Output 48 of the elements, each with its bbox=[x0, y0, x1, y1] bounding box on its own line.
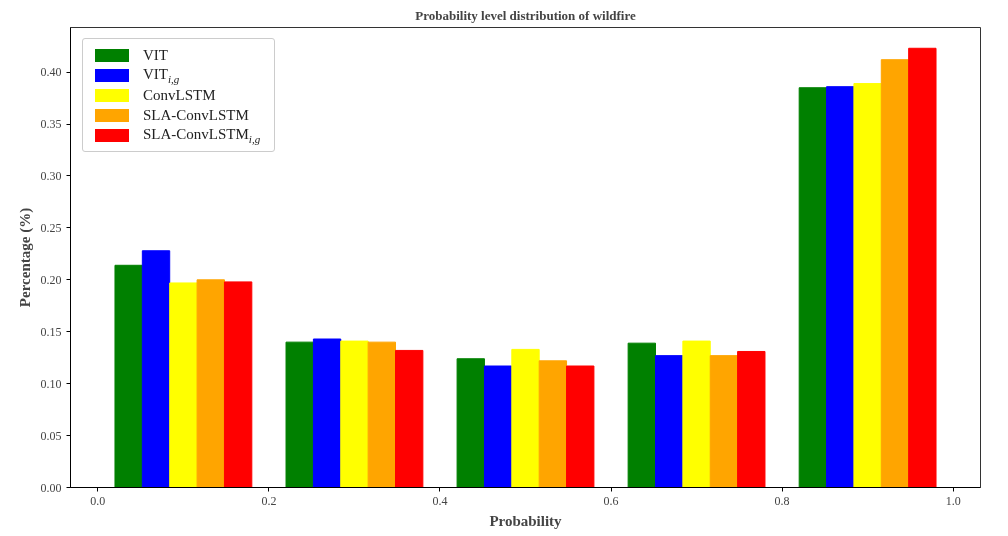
legend-label: ConvLSTM bbox=[143, 86, 216, 104]
legend-label: VIT$_{i,g}$ bbox=[143, 65, 180, 85]
y-tick-label: 0.20 bbox=[40, 272, 62, 287]
bar bbox=[709, 355, 739, 488]
y-tick-label: 0.30 bbox=[40, 168, 62, 183]
bar bbox=[511, 348, 540, 488]
y-tick-label: 0.40 bbox=[40, 65, 62, 80]
bar bbox=[853, 83, 882, 488]
bar bbox=[826, 86, 855, 488]
bar bbox=[483, 365, 513, 488]
y-tick-label: 0.15 bbox=[40, 324, 62, 339]
bar bbox=[196, 279, 225, 488]
y-tick-label: 0.35 bbox=[40, 117, 62, 132]
bar bbox=[908, 47, 937, 488]
bar bbox=[538, 360, 568, 488]
y-tick-label: 0.25 bbox=[40, 220, 62, 235]
x-tick-label: 0.4 bbox=[432, 493, 448, 508]
bar bbox=[655, 355, 684, 488]
legend-label: SLA-ConvLSTM bbox=[143, 106, 249, 124]
bar bbox=[169, 282, 198, 488]
bar bbox=[682, 340, 711, 488]
bar bbox=[367, 341, 396, 488]
bar bbox=[312, 338, 342, 488]
legend-label: SLA-ConvLSTM$_{i,g}$ bbox=[143, 125, 261, 145]
y-tick-label: 0.05 bbox=[40, 428, 62, 443]
y-tick-label: 0.00 bbox=[40, 480, 62, 495]
x-tick-label: 1.0 bbox=[945, 493, 961, 508]
bar bbox=[456, 358, 485, 488]
bar bbox=[395, 349, 424, 488]
x-axis-title: Probability bbox=[489, 512, 563, 529]
bar bbox=[223, 281, 253, 488]
bar bbox=[880, 59, 910, 488]
bar bbox=[141, 250, 171, 488]
bar bbox=[340, 340, 369, 488]
bar bbox=[798, 87, 828, 488]
x-tick-label: 0.2 bbox=[261, 493, 277, 508]
x-tick-label: 0.6 bbox=[603, 493, 619, 508]
legend-label: VIT bbox=[143, 46, 168, 64]
bar bbox=[285, 341, 314, 488]
bar bbox=[737, 350, 766, 488]
x-tick-label: 0.8 bbox=[774, 493, 790, 508]
y-axis-title: Percentage (%) bbox=[16, 207, 34, 308]
chart-title: Probability level distribution of wildfire bbox=[415, 7, 636, 23]
x-tick-label: 0.0 bbox=[90, 493, 106, 508]
bar bbox=[566, 365, 595, 488]
y-tick-label: 0.10 bbox=[40, 376, 62, 391]
bar bbox=[114, 264, 143, 488]
bar bbox=[627, 342, 656, 488]
